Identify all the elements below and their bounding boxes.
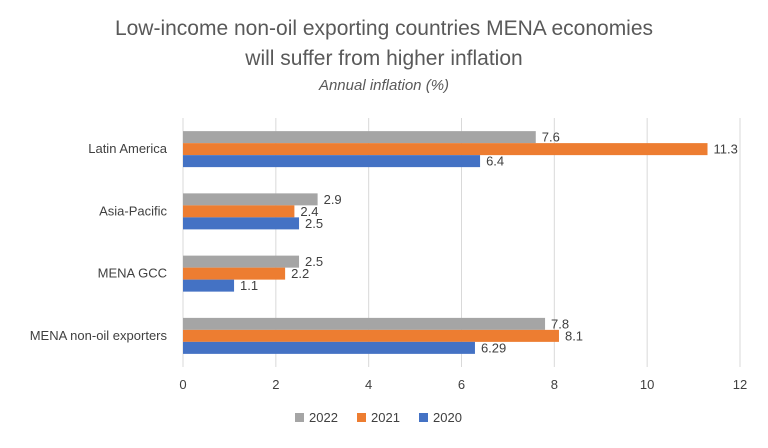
- bar-2021: [183, 329, 559, 342]
- bar-2021: [183, 143, 708, 156]
- data-label: 7.8: [551, 316, 569, 331]
- data-label: 2.9: [324, 192, 342, 207]
- bar-2020: [183, 217, 300, 230]
- x-tick-label: 10: [640, 377, 654, 392]
- bar-2020: [183, 341, 475, 354]
- category-label: MENA non-oil exporters: [30, 328, 168, 343]
- data-label: 2.5: [305, 254, 323, 269]
- bar-2022: [183, 131, 536, 144]
- bar-2021: [183, 205, 295, 218]
- chart-subtitle: Annual inflation (%): [318, 77, 450, 94]
- data-label: 6.4: [486, 154, 504, 169]
- data-label: 2.4: [300, 204, 318, 219]
- bar-2022: [183, 255, 300, 268]
- category-label: Latin America: [88, 141, 168, 156]
- bar-2021: [183, 267, 286, 280]
- x-tick-label: 0: [179, 377, 186, 392]
- data-label: 6.29: [481, 340, 506, 355]
- legend-swatch-2020: [419, 413, 428, 422]
- category-label: Asia-Pacific: [99, 203, 167, 218]
- data-label: 2.2: [291, 266, 309, 281]
- data-label: 1.1: [240, 278, 258, 293]
- data-label: 2.5: [305, 216, 323, 231]
- data-label: 7.6: [542, 130, 560, 145]
- legend-label-2021: 2021: [371, 410, 400, 425]
- x-tick-label: 12: [733, 377, 747, 392]
- bar-2020: [183, 279, 235, 292]
- bar-2022: [183, 193, 318, 206]
- data-label: 11.3: [714, 142, 738, 157]
- chart-title-line-2: will suffer from higher inflation: [245, 47, 523, 70]
- legend-label-2020: 2020: [433, 410, 462, 425]
- x-tick-label: 4: [365, 377, 372, 392]
- x-tick-label: 2: [272, 377, 279, 392]
- bar-2022: [183, 317, 546, 330]
- x-tick-label: 6: [458, 377, 465, 392]
- legend-swatch-2022: [295, 413, 304, 422]
- data-label: 8.1: [565, 328, 583, 343]
- legend-swatch-2021: [357, 413, 366, 422]
- bar-2020: [183, 155, 481, 168]
- legend-label-2022: 2022: [309, 410, 338, 425]
- chart-title-line-1: Low-income non-oil exporting countries M…: [114, 17, 654, 40]
- x-tick-label: 8: [551, 377, 558, 392]
- category-label: MENA GCC: [98, 266, 167, 281]
